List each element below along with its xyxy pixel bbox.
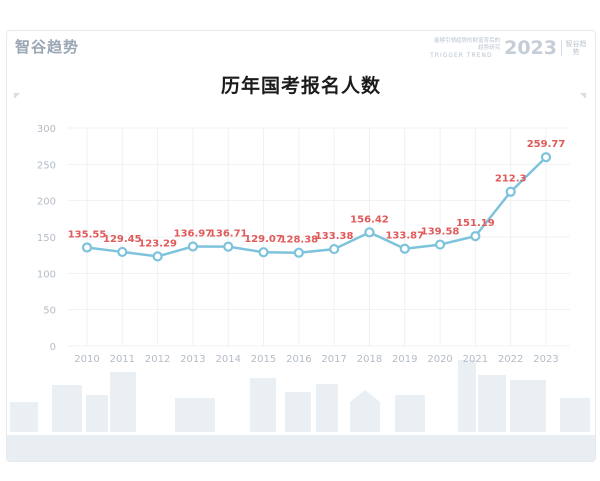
data-point — [364, 227, 375, 238]
data-label: 136.71 — [209, 229, 248, 240]
x-tick-label: 2014 — [216, 354, 241, 365]
x-tick-label: 2012 — [145, 354, 170, 365]
data-label: 128.38 — [280, 235, 319, 246]
x-tick-label: 2015 — [251, 354, 276, 365]
data-point — [223, 241, 234, 252]
data-label: 156.42 — [350, 214, 389, 225]
grid-lines — [68, 127, 570, 347]
data-label: 212.3 — [495, 174, 527, 185]
series-line — [86, 156, 547, 258]
data-label: 136.97 — [174, 228, 213, 239]
y-tick-label: 200 — [37, 197, 56, 208]
corner-marker-right — [580, 93, 586, 99]
data-label: 129.45 — [103, 234, 142, 245]
y-tick-label: 50 — [43, 306, 56, 317]
data-label: 123.29 — [138, 238, 177, 249]
data-label: 133.38 — [315, 231, 354, 242]
brand-tagline-block: 能够引领趋势的财富背后的趋势研究 TRIGGER TREND — [430, 38, 500, 59]
brand-small-logo: 智谷趋势 — [561, 40, 587, 56]
data-labels: 135.55129.45123.29136.97136.71129.07128.… — [68, 139, 566, 249]
corner-marker-left — [14, 93, 20, 99]
y-axis-ticks: 0 50 100 150 200 250 300 — [37, 124, 56, 353]
brand-logo-text: 智谷趋势 — [15, 38, 80, 56]
city-skyline-decoration — [10, 360, 590, 432]
x-tick-label: 2022 — [498, 354, 523, 365]
data-point — [399, 243, 410, 254]
data-point — [152, 251, 163, 262]
data-label: 151.19 — [456, 218, 495, 229]
data-point — [470, 231, 481, 242]
data-label: 139.58 — [421, 227, 460, 238]
data-point — [434, 239, 446, 250]
data-point — [505, 186, 516, 197]
ground-strip — [7, 435, 595, 461]
x-tick-label: 2016 — [286, 354, 311, 365]
brand-right-group: 能够引领趋势的财富背后的趋势研究 TRIGGER TREND 2023 智谷趋势 — [430, 37, 587, 59]
x-tick-label: 2017 — [321, 354, 346, 365]
data-point — [81, 242, 93, 253]
chart-title: 历年国考报名人数 — [220, 75, 381, 97]
data-points — [81, 152, 552, 262]
x-tick-label: 2023 — [533, 354, 558, 365]
y-tick-label: 100 — [37, 269, 56, 280]
x-tick-label: 2013 — [180, 354, 205, 365]
x-tick-label: 2019 — [392, 354, 417, 365]
y-tick-label: 250 — [37, 160, 56, 171]
x-axis-ticks: 2010 2011 2012 2013 2014 2015 2016 2017 2018 2019… — [74, 354, 558, 365]
data-label: 259.77 — [527, 139, 566, 150]
x-tick-label: 2020 — [427, 354, 452, 365]
data-point — [293, 247, 304, 258]
series-line-group — [86, 156, 547, 258]
chart-card: 智谷趋势 能够引领趋势的财富背后的趋势研究 TRIGGER TREND 2023… — [6, 30, 596, 462]
x-tick-label: 2021 — [463, 354, 488, 365]
data-point — [329, 243, 340, 255]
brand-slogan: 能够引领趋势的财富背后的趋势研究 — [434, 37, 501, 51]
data-point — [117, 246, 128, 258]
data-label: 129.07 — [244, 234, 283, 245]
data-point — [540, 152, 552, 163]
x-tick-label: 2018 — [357, 354, 382, 365]
x-tick-label: 2010 — [74, 354, 99, 365]
y-tick-label: 300 — [37, 124, 56, 135]
brand-year-badge: 2023 — [504, 37, 557, 59]
brand-trend-word: TRIGGER TREND — [430, 51, 493, 59]
x-tick-label: 2011 — [110, 354, 135, 365]
y-tick-label: 0 — [50, 342, 56, 353]
y-tick-label: 150 — [37, 233, 56, 244]
data-point — [187, 241, 199, 252]
data-label: 133.87 — [385, 231, 424, 242]
data-point — [258, 247, 269, 258]
data-label: 135.55 — [68, 230, 107, 241]
